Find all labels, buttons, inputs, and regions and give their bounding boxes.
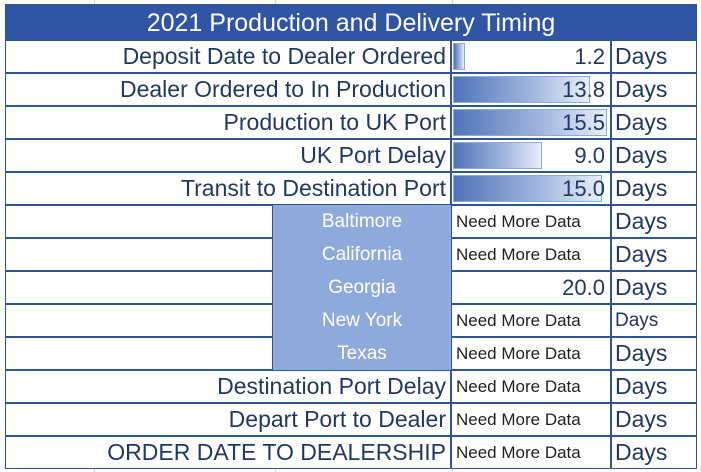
region-label[interactable]: Texas bbox=[273, 337, 451, 370]
region-value[interactable]: Need More Data bbox=[451, 205, 611, 238]
empty-cell[interactable] bbox=[5, 205, 273, 238]
row-value-number: 13.8 bbox=[562, 77, 605, 102]
row-label[interactable]: Destination Port Delay bbox=[5, 370, 451, 403]
row-unit[interactable]: Days bbox=[611, 139, 697, 172]
empty-cell[interactable] bbox=[5, 337, 273, 370]
region-value[interactable]: 20.0 bbox=[451, 271, 611, 304]
row-value-number: 1.2 bbox=[574, 44, 605, 69]
empty-cell[interactable] bbox=[5, 304, 273, 337]
row-value[interactable]: Need More Data bbox=[451, 436, 611, 469]
region-unit[interactable]: Days bbox=[611, 271, 697, 304]
row-label[interactable]: Production to UK Port bbox=[5, 106, 451, 139]
row-label[interactable]: Deposit Date to Dealer Ordered bbox=[5, 40, 451, 73]
row-unit[interactable]: Days bbox=[611, 403, 697, 436]
row-value-number: 15.0 bbox=[562, 176, 605, 201]
region-unit[interactable]: Days bbox=[611, 238, 697, 271]
region-unit[interactable]: Days bbox=[611, 337, 697, 370]
row-label[interactable]: Depart Port to Dealer bbox=[5, 403, 451, 436]
region-value[interactable]: Need More Data bbox=[451, 238, 611, 271]
row-unit[interactable]: Days bbox=[611, 106, 697, 139]
empty-cell[interactable] bbox=[5, 271, 273, 304]
data-bar bbox=[453, 109, 607, 136]
region-label[interactable]: New York bbox=[273, 304, 451, 337]
row-value[interactable]: 1.2 bbox=[451, 40, 611, 73]
region-value[interactable]: Need More Data bbox=[451, 304, 611, 337]
row-label[interactable]: Dealer Ordered to In Production bbox=[5, 73, 451, 106]
row-unit[interactable]: Days bbox=[611, 370, 697, 403]
row-unit[interactable]: Days bbox=[611, 436, 697, 469]
row-value[interactable]: 15.0 bbox=[451, 172, 611, 205]
row-unit[interactable]: Days bbox=[611, 172, 697, 205]
row-label[interactable]: UK Port Delay bbox=[5, 139, 451, 172]
data-bar bbox=[453, 43, 465, 70]
data-bar bbox=[453, 76, 590, 103]
region-label[interactable]: Georgia bbox=[273, 271, 451, 304]
row-value-number: 15.5 bbox=[562, 110, 605, 135]
region-label[interactable]: California bbox=[273, 238, 451, 271]
table-title[interactable]: 2021 Production and Delivery Timing bbox=[5, 4, 697, 40]
empty-cell[interactable] bbox=[5, 238, 273, 271]
row-unit[interactable]: Days bbox=[611, 73, 697, 106]
row-unit[interactable]: Days bbox=[611, 40, 697, 73]
row-value[interactable]: Need More Data bbox=[451, 403, 611, 436]
data-bar bbox=[453, 175, 602, 202]
region-unit[interactable]: Days bbox=[611, 304, 697, 337]
region-unit[interactable]: Days bbox=[611, 205, 697, 238]
row-label[interactable]: Transit to Destination Port bbox=[5, 172, 451, 205]
row-value[interactable]: 15.5 bbox=[451, 106, 611, 139]
row-value[interactable]: 9.0 bbox=[451, 139, 611, 172]
region-value[interactable]: Need More Data bbox=[451, 337, 611, 370]
row-value[interactable]: 13.8 bbox=[451, 73, 611, 106]
region-label[interactable]: Baltimore bbox=[273, 205, 451, 238]
row-value[interactable]: Need More Data bbox=[451, 370, 611, 403]
row-label[interactable]: ORDER DATE TO DEALERSHIP bbox=[5, 436, 451, 469]
data-bar bbox=[453, 142, 542, 169]
row-value-number: 9.0 bbox=[574, 143, 605, 168]
